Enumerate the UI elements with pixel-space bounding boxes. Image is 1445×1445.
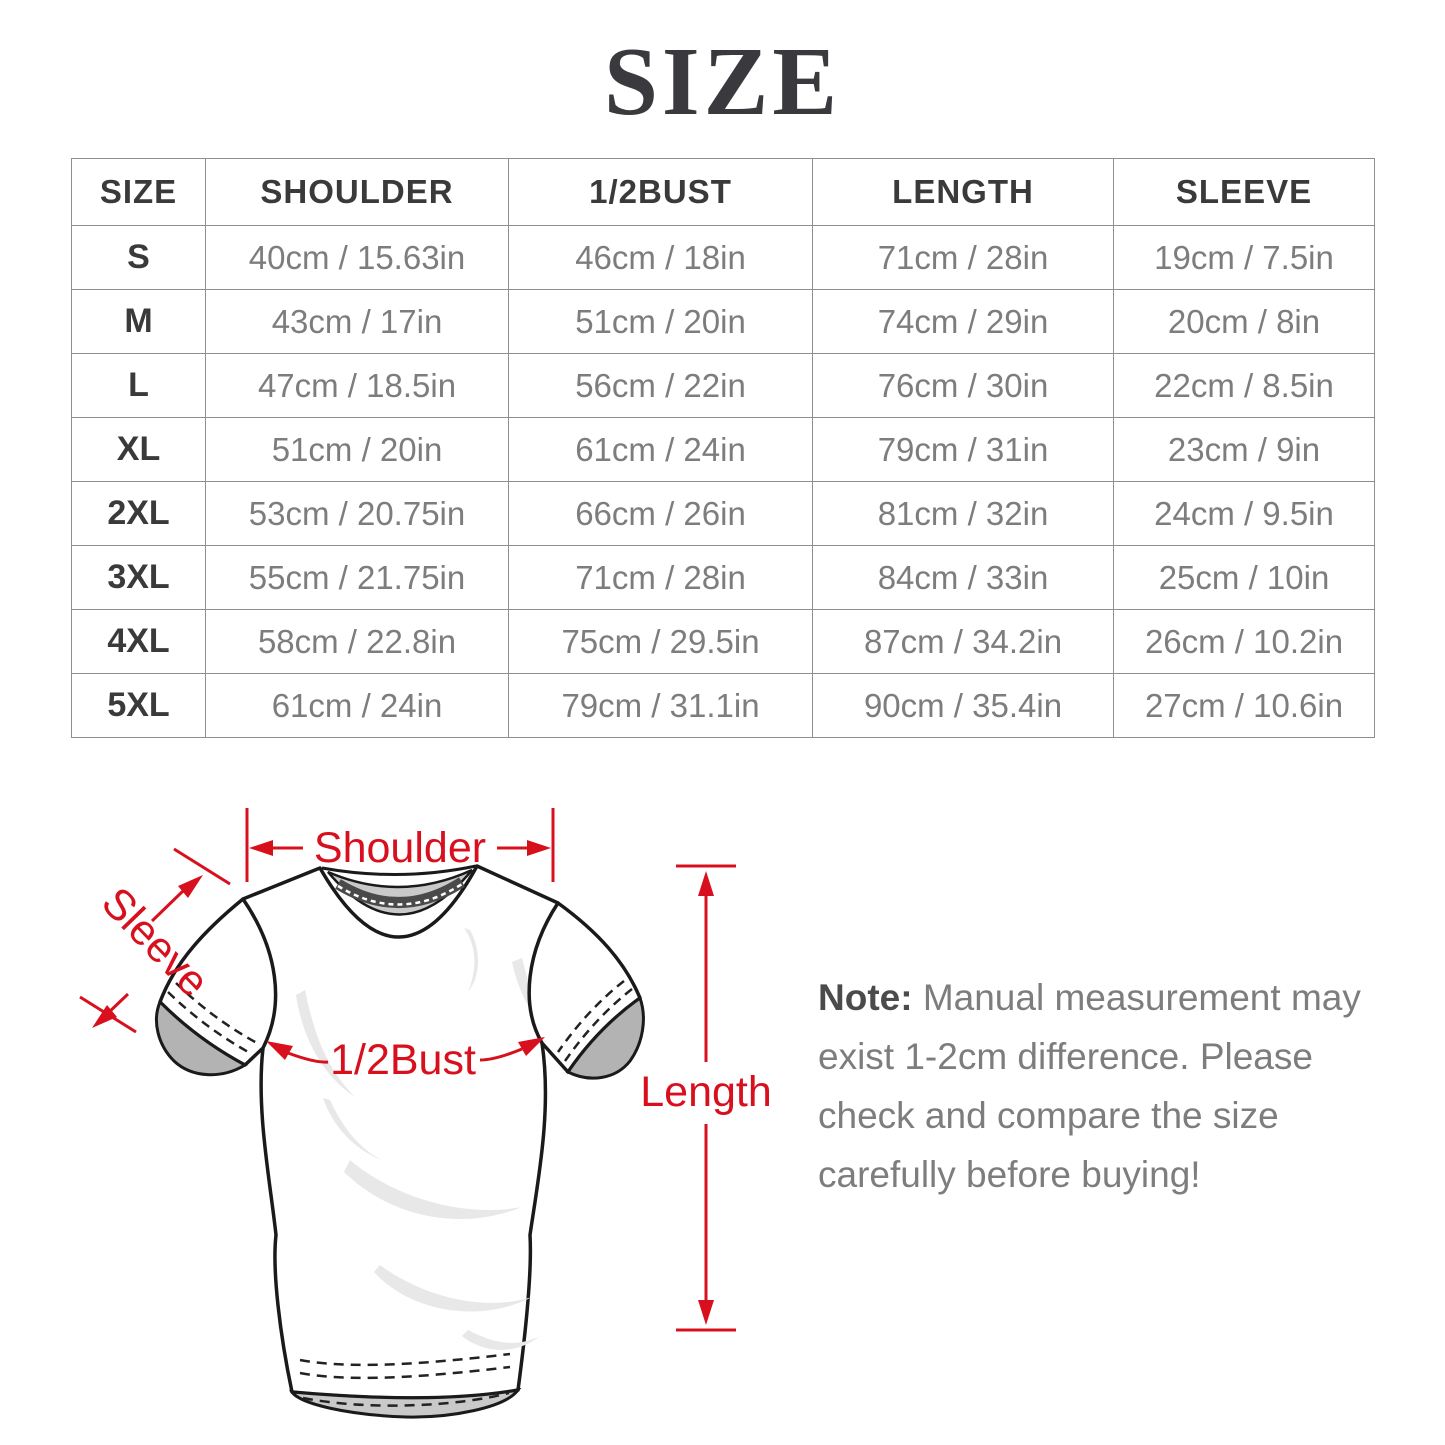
collar-tape-stitch <box>337 882 463 906</box>
stitch-line <box>299 1352 511 1407</box>
half-bust-label: 1/2Bust <box>330 1036 476 1084</box>
measurement-cell: 55cm / 21.75in <box>205 545 509 610</box>
arrowhead-up <box>698 871 714 896</box>
stitch-line <box>167 980 633 1062</box>
measurement-cell: 84cm / 33in <box>812 545 1114 610</box>
measurement-cell: 87cm / 34.2in <box>812 609 1114 674</box>
table-row: 5XL 61cm / 24in 79cm / 31.1in 90cm / 35.… <box>71 673 1375 738</box>
tshirt-measurement-diagram: Shoulder Sleeve 1/2Bust <box>79 808 772 1419</box>
measurement-cell: 46cm / 18in <box>508 225 813 290</box>
arrowhead-right <box>518 1037 545 1056</box>
measurement-cell: 19cm / 7.5in <box>1113 225 1375 290</box>
collar-neck-tape <box>335 877 465 908</box>
arrowhead-left <box>249 840 273 856</box>
column-header-size: SIZE <box>71 158 206 226</box>
measurement-cell: 25cm / 10in <box>1113 545 1375 610</box>
measurement-cell: 75cm / 29.5in <box>508 609 813 674</box>
measurement-cell: 79cm / 31in <box>812 417 1114 482</box>
tshirt-torso <box>241 864 560 1400</box>
bust-arrow-line <box>479 1047 523 1062</box>
measurement-cell: 71cm / 28in <box>508 545 813 610</box>
measurement-cell: 22cm / 8.5in <box>1113 353 1375 418</box>
note-text: Note: Manual measurement may exist 1-2cm… <box>818 968 1374 1204</box>
measurement-cell: 43cm / 17in <box>205 289 509 354</box>
measurement-cell: 56cm / 22in <box>508 353 813 418</box>
column-header-halfbust: 1/2BUST <box>508 158 813 226</box>
fabric-shading <box>296 928 562 1350</box>
arrowhead-down-left <box>92 1005 117 1028</box>
table-row: XL 51cm / 20in 61cm / 24in 79cm / 31in 2… <box>71 417 1375 482</box>
measurement-cell: 71cm / 28in <box>812 225 1114 290</box>
size-cell: S <box>71 225 206 290</box>
measurement-cell: 24cm / 9.5in <box>1113 481 1375 546</box>
bust-arrow-line <box>287 1051 329 1064</box>
measurement-cell: 23cm / 9in <box>1113 417 1375 482</box>
measurement-cell: 47cm / 18.5in <box>205 353 509 418</box>
size-cell: 3XL <box>71 545 206 610</box>
measurement-cell: 76cm / 30in <box>812 353 1114 418</box>
arrowhead-up-right <box>178 875 203 898</box>
table-row: 4XL 58cm / 22.8in 75cm / 29.5in 87cm / 3… <box>71 609 1375 674</box>
arrowhead-right <box>527 840 551 856</box>
table-row: 2XL 53cm / 20.75in 66cm / 26in 81cm / 32… <box>71 481 1375 546</box>
size-cell: M <box>71 289 206 354</box>
table-header-row: SIZE SHOULDER 1/2BUST LENGTH SLEEVE <box>71 158 1375 226</box>
size-cell: XL <box>71 417 206 482</box>
length-label: Length <box>640 1068 772 1116</box>
size-cell: 4XL <box>71 609 206 674</box>
size-table: SIZE SHOULDER 1/2BUST LENGTH SLEEVE S 40… <box>71 158 1375 738</box>
column-header-shoulder: SHOULDER <box>205 158 509 226</box>
size-cell: 2XL <box>71 481 206 546</box>
note-label: Note: <box>818 977 913 1018</box>
measurement-cell: 79cm / 31.1in <box>508 673 813 738</box>
measurement-cell: 61cm / 24in <box>508 417 813 482</box>
shoulder-label: Shoulder <box>314 824 486 872</box>
arrowhead-down <box>698 1300 714 1325</box>
measurement-cell: 27cm / 10.6in <box>1113 673 1375 738</box>
measurement-cell: 81cm / 32in <box>812 481 1114 546</box>
table-row: L 47cm / 18.5in 56cm / 22in 76cm / 30in … <box>71 353 1375 418</box>
sleeve-arrow-line <box>150 888 186 923</box>
measurement-cell: 74cm / 29in <box>812 289 1114 354</box>
measurement-cell: 53cm / 20.75in <box>205 481 509 546</box>
collar-band-top-edge <box>321 864 477 877</box>
measurement-cell: 51cm / 20in <box>508 289 813 354</box>
measurement-cell: 58cm / 22.8in <box>205 609 509 674</box>
measurement-cell: 26cm / 10.2in <box>1113 609 1375 674</box>
column-header-sleeve: SLEEVE <box>1113 158 1375 226</box>
table-row: M 43cm / 17in 51cm / 20in 74cm / 29in 20… <box>71 289 1375 354</box>
tshirt-illustration <box>155 864 645 1419</box>
sleeve-underside-left <box>155 999 249 1077</box>
collar-inner <box>327 868 473 916</box>
table-row: S 40cm / 15.63in 46cm / 18in 71cm / 28in… <box>71 225 1375 290</box>
measurement-cell: 51cm / 20in <box>205 417 509 482</box>
measurement-cell: 61cm / 24in <box>205 673 509 738</box>
sleeve-underside-right <box>565 995 645 1080</box>
table-row: 3XL 55cm / 21.75in 71cm / 28in 84cm / 33… <box>71 545 1375 610</box>
measurement-cell: 40cm / 15.63in <box>205 225 509 290</box>
arrowhead-left <box>266 1041 293 1060</box>
size-cell: L <box>71 353 206 418</box>
measurement-cell: 20cm / 8in <box>1113 289 1375 354</box>
size-cell: 5XL <box>71 673 206 738</box>
length-dimension: Length <box>640 864 772 1332</box>
measurement-cell: 66cm / 26in <box>508 481 813 546</box>
dimension-tick <box>173 847 231 886</box>
page-title: SIZE <box>603 28 842 135</box>
hem-underside <box>289 1387 522 1419</box>
half-bust-dimension: 1/2Bust <box>266 1036 545 1084</box>
shoulder-dimension: Shoulder <box>245 808 555 882</box>
measurement-cell: 90cm / 35.4in <box>812 673 1114 738</box>
note-body: Manual measurement may exist 1-2cm diffe… <box>818 977 1361 1195</box>
column-header-length: LENGTH <box>812 158 1114 226</box>
